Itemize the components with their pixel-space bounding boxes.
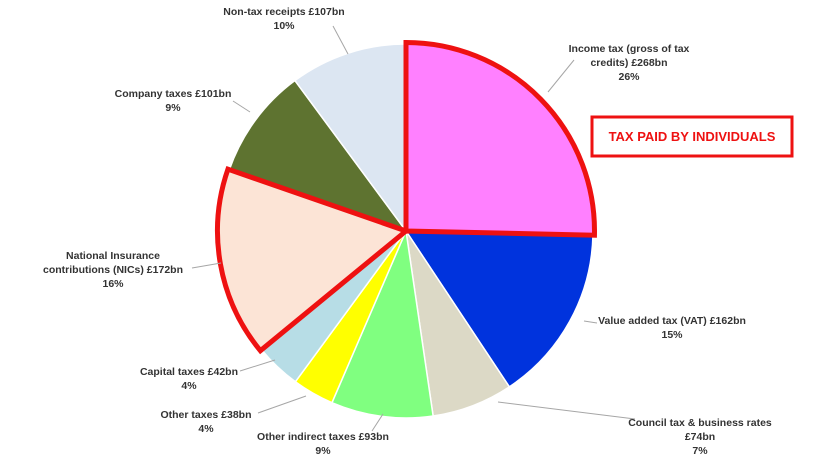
pie-slice-company-taxes (228, 79, 409, 233)
slice-label-line: £74bn (685, 431, 715, 443)
slice-label-line: Other indirect taxes £93bn (257, 431, 389, 443)
callout-box (590, 115, 794, 158)
slice-label-nics: National Insurance contributions (NICs) £… (43, 250, 183, 290)
slice-label-line: Income tax (gross of tax (569, 43, 690, 55)
pie-slices (218, 43, 594, 419)
leader-line-nics (191, 262, 222, 269)
leader-line-capital-taxes (239, 359, 276, 372)
leader-line-vat (583, 320, 598, 324)
individual-tax-highlight (215, 39, 597, 355)
slice-label-line: 10% (273, 20, 295, 32)
highlight-outline-income-tax (403, 39, 597, 238)
slice-label-line: 9% (165, 102, 181, 114)
slice-label-line: 7% (692, 445, 708, 457)
slice-label-line: 4% (181, 380, 197, 392)
callout-text: TAX PAID BY INDIVIDUALS (609, 129, 776, 144)
slice-label-income-tax: Income tax (gross of tax credits) £268bn 2… (569, 43, 690, 83)
slice-label-capital-taxes: Capital taxes £42bn 4% (140, 366, 238, 392)
slice-label-company-taxes: Company taxes £101bn 9% (115, 88, 232, 114)
leader-line-non-tax (332, 25, 349, 55)
slice-label-vat: Value added tax (VAT) £162bn 15% (598, 315, 746, 341)
tax-paid-by-individuals-callout: TAX PAID BY INDIVIDUALS (590, 115, 794, 158)
slice-label-line: 15% (661, 329, 683, 341)
leader-line-company-taxes (232, 100, 251, 113)
leader-line-council-tax (497, 401, 636, 420)
slice-label-line: Value added tax (VAT) £162bn (598, 315, 746, 327)
highlight-outline-nics (215, 165, 412, 355)
slice-label-line: Capital taxes £42bn (140, 366, 238, 378)
slice-label-line: Other taxes £38bn (160, 409, 251, 421)
slice-label-non-tax: Non-tax receipts £107bn 10% (223, 6, 344, 32)
slice-label-line: Non-tax receipts £107bn (223, 6, 344, 18)
leader-line-income-tax (547, 59, 575, 93)
pie-slice-income-tax (405, 43, 594, 236)
slice-label-other-indirect: Other indirect taxes £93bn 9% (257, 431, 389, 457)
slice-label-council-tax: Council tax & business rates £74bn 7% (628, 417, 772, 457)
slice-label-line: Company taxes £101bn (115, 88, 232, 100)
slice-label-line: credits) £268bn (590, 57, 667, 69)
slice-label-line: contributions (NICs) £172bn (43, 264, 183, 276)
slice-label-line: 9% (315, 445, 331, 457)
slice-label-line: 16% (102, 278, 124, 290)
slice-label-line: National Insurance (66, 250, 160, 262)
slice-label-line: 4% (198, 423, 214, 435)
slice-label-other-taxes: Other taxes £38bn 4% (160, 409, 251, 435)
leader-lines (191, 25, 636, 432)
slice-label-line: Council tax & business rates (628, 417, 772, 429)
slice-label-line: 26% (618, 71, 640, 83)
pie-slice-vat (404, 230, 594, 388)
slice-labels: Income tax (gross of tax credits) £268bn 2… (43, 6, 772, 457)
leader-line-other-taxes (257, 395, 307, 414)
leader-line-other-indirect (371, 413, 384, 432)
